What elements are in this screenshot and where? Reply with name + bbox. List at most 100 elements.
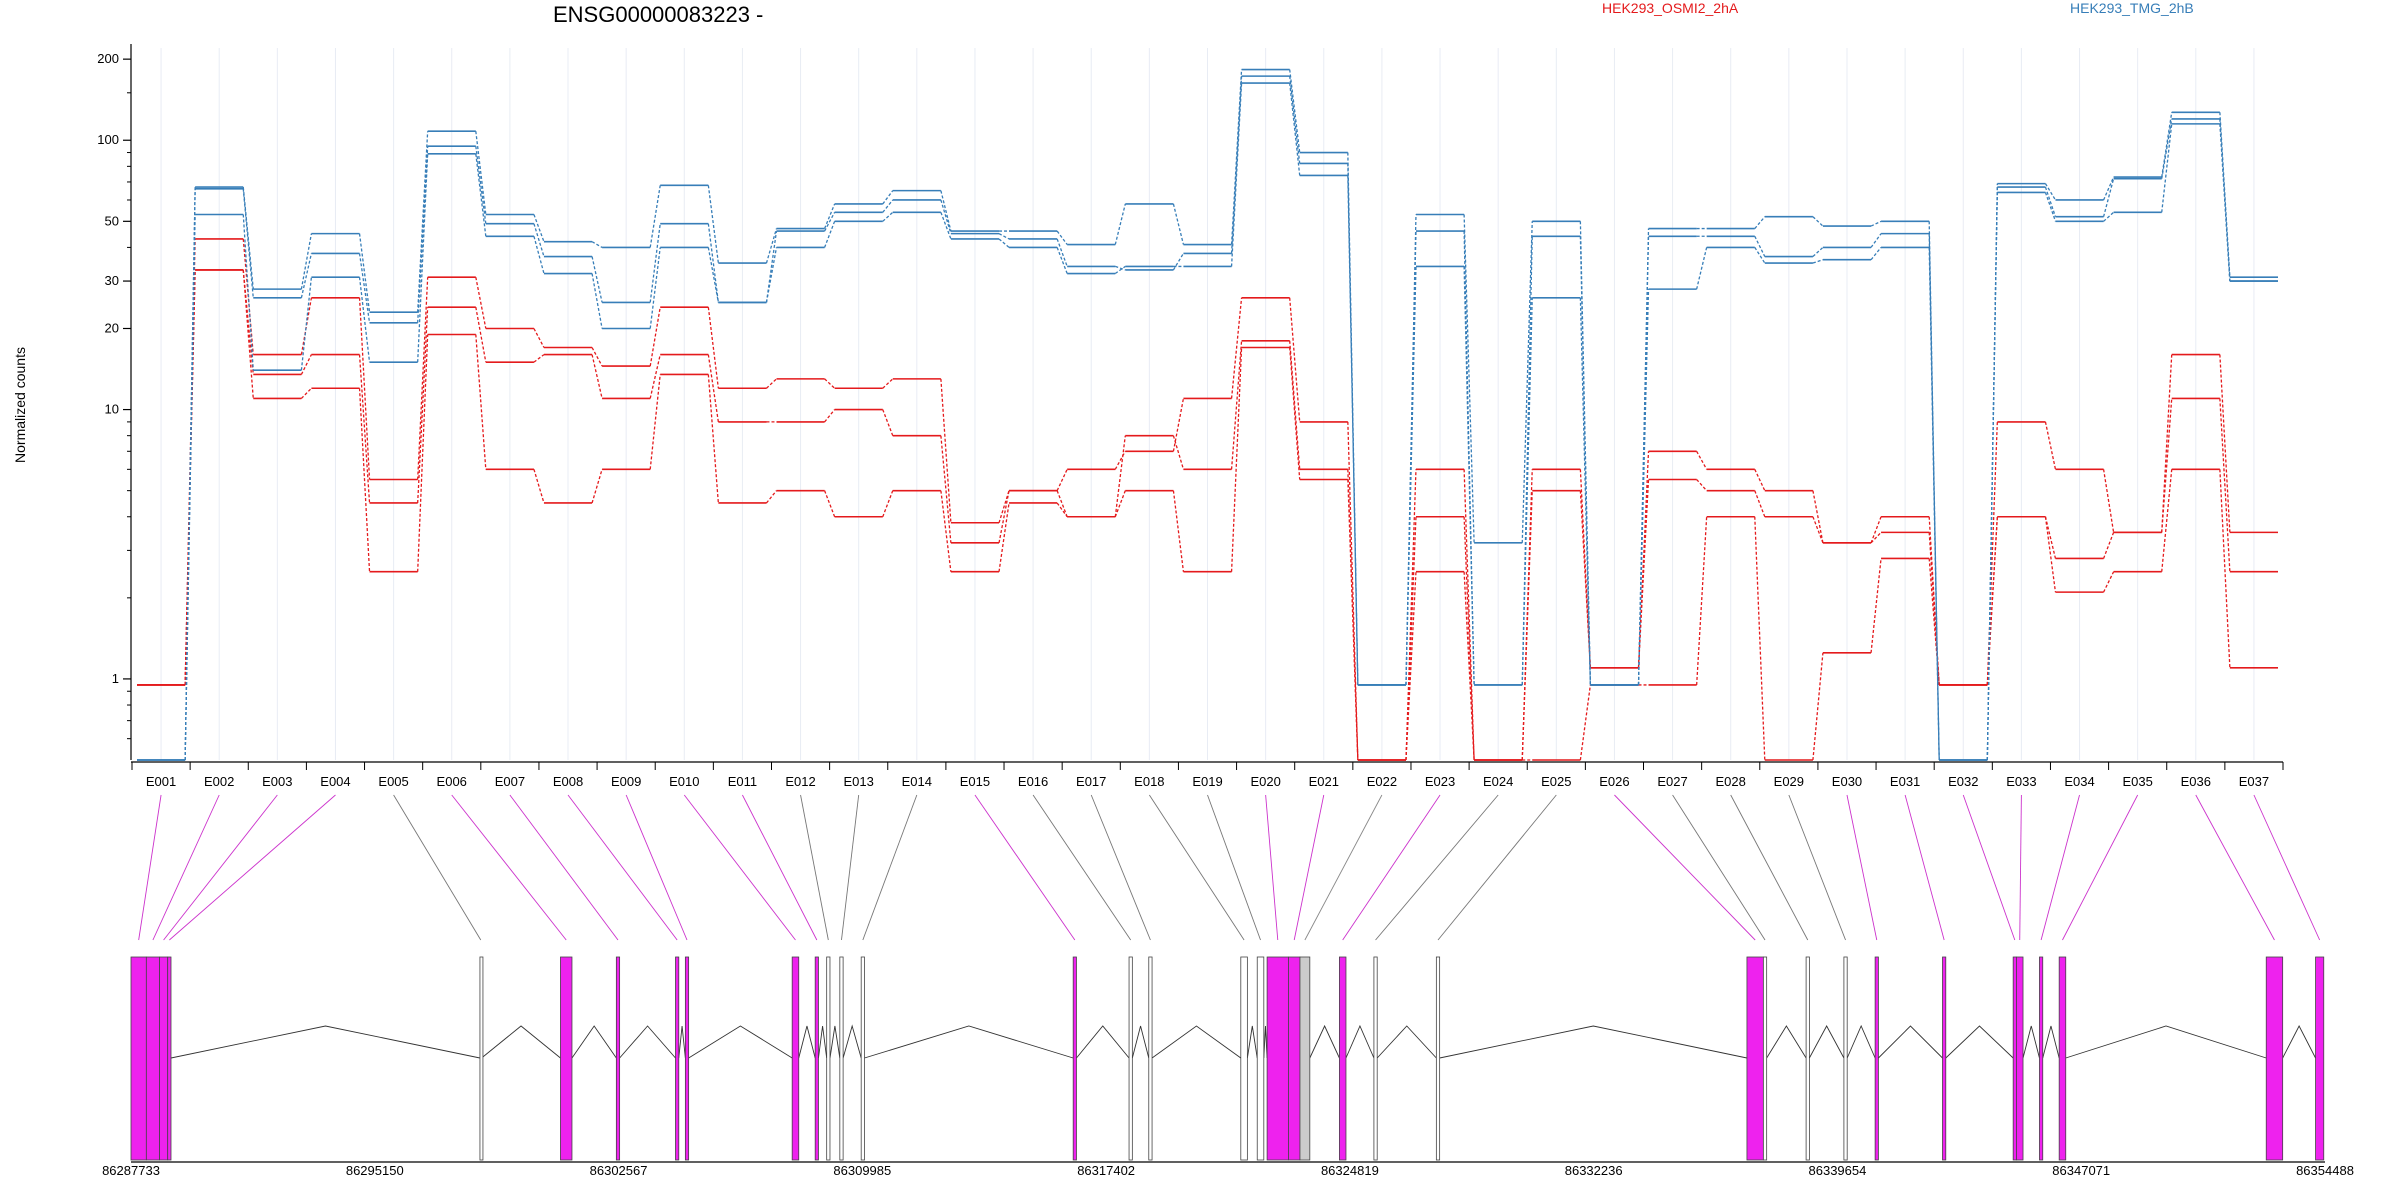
exon-link-line [1148, 794, 1245, 941]
exon-block-e028 [1805, 956, 1810, 1161]
series-connector [533, 214, 545, 242]
series-connector [940, 435, 952, 543]
exon-block-e018 [1240, 956, 1248, 1161]
series-connector [1579, 236, 1592, 685]
intron-line [829, 1025, 841, 1059]
genomic-tick-label: 86309985 [833, 1163, 891, 1178]
exon-link-line [393, 794, 482, 941]
exon-label-e015: E015 [960, 774, 990, 789]
intron-line [688, 1025, 793, 1059]
series-connector [1114, 450, 1126, 470]
exon-label-e005: E005 [378, 774, 408, 789]
series-connector [591, 256, 603, 303]
series-connector [1056, 490, 1068, 517]
series-connector [824, 409, 836, 423]
series-connector [1115, 265, 1126, 271]
legend-label-tmg: HEK293_TMG_2hB [2070, 0, 2194, 16]
series-connector [1172, 435, 1185, 470]
series-connector [765, 228, 778, 264]
series-connector [2102, 176, 2115, 201]
exon-block-e004 [167, 956, 172, 1161]
series-connector [242, 269, 254, 399]
series-connector [882, 190, 894, 205]
y-tick-label: 20 [105, 320, 119, 335]
exon-label-e032: E032 [1948, 774, 1978, 789]
series-connector [1172, 398, 1185, 452]
exon-label-e028: E028 [1716, 774, 1746, 789]
series-connector [824, 221, 836, 248]
series-connector [1637, 228, 1650, 685]
series-connector [1754, 469, 1766, 491]
genomic-tick-label: 86287733 [102, 1163, 160, 1178]
series-connector [1463, 469, 1475, 761]
genomic-tick-label: 86302567 [590, 1163, 648, 1178]
series-connector [417, 277, 429, 480]
series-connector [1812, 259, 1824, 264]
series-connector [2044, 186, 2057, 217]
series-connector [824, 203, 836, 229]
exon-label-e020: E020 [1250, 774, 1280, 789]
series-connector [1230, 347, 1243, 572]
series-connector [300, 297, 313, 355]
series-connector [707, 354, 719, 422]
series-connector [1928, 233, 1940, 761]
exon-block-e006 [560, 956, 573, 1161]
intron-line [1151, 1025, 1242, 1059]
series-connector [475, 307, 487, 363]
series-connector [707, 307, 719, 389]
intron-line [798, 1025, 816, 1059]
exon-label-e001: E001 [146, 774, 176, 789]
series-connector [591, 273, 603, 329]
series-connector [882, 409, 894, 436]
exon-link-line [800, 794, 829, 941]
exon-label-e002: E002 [204, 774, 234, 789]
intron-line [1345, 1024, 1375, 1059]
exon-label-e017: E017 [1076, 774, 1106, 789]
series-connector [1172, 253, 1184, 271]
exon-label-e033: E033 [2006, 774, 2036, 789]
series-connector [2102, 469, 2115, 533]
exon-label-e029: E029 [1774, 774, 1804, 789]
intron-line [1263, 1025, 1268, 1059]
series-connector [1172, 203, 1185, 245]
chart-title: ENSG00000083223 - [553, 2, 763, 27]
exon-label-e022: E022 [1367, 774, 1397, 789]
series-connector [1812, 216, 1824, 227]
exon-link-line [1846, 794, 1878, 941]
series-connector [358, 388, 371, 572]
series-connector [300, 277, 313, 371]
series-connector [998, 233, 1010, 240]
gene-model [130, 956, 2325, 1161]
series-connector [2161, 118, 2173, 179]
series-connector [1056, 469, 1068, 491]
series-connector [1347, 421, 1359, 761]
exon-link-lines [138, 794, 2321, 941]
genomic-tick-label: 86317402 [1077, 1163, 1135, 1178]
series-connector [1754, 516, 1766, 761]
series-connector [1870, 531, 1882, 544]
series-connector [1463, 571, 1475, 761]
series-connector [1347, 479, 1359, 761]
exon-label-e030: E030 [1832, 774, 1862, 789]
exon-block-e033 [2016, 956, 2024, 1161]
series-connector [417, 146, 429, 323]
grid-lines [160, 48, 2255, 760]
intron-line [1439, 1025, 1748, 1059]
series-connector [300, 253, 313, 298]
exon-block-e019 [1256, 956, 1265, 1161]
exon-block-e026 [1746, 956, 1764, 1161]
exon-link-line [138, 794, 162, 941]
series-connector [2219, 398, 2231, 572]
exon-label-e014: E014 [902, 774, 932, 789]
series-connector [1754, 235, 1766, 257]
y-tick-label: 50 [105, 213, 119, 228]
series-connector [1870, 558, 1882, 653]
series-connector [1172, 490, 1185, 572]
series-connector [824, 378, 836, 389]
exon-label-e016: E016 [1018, 774, 1048, 789]
intron-line [1846, 1024, 1876, 1059]
series-connector [2044, 516, 2057, 593]
exon-label-e031: E031 [1890, 774, 1920, 789]
series-connector [1289, 76, 1301, 164]
